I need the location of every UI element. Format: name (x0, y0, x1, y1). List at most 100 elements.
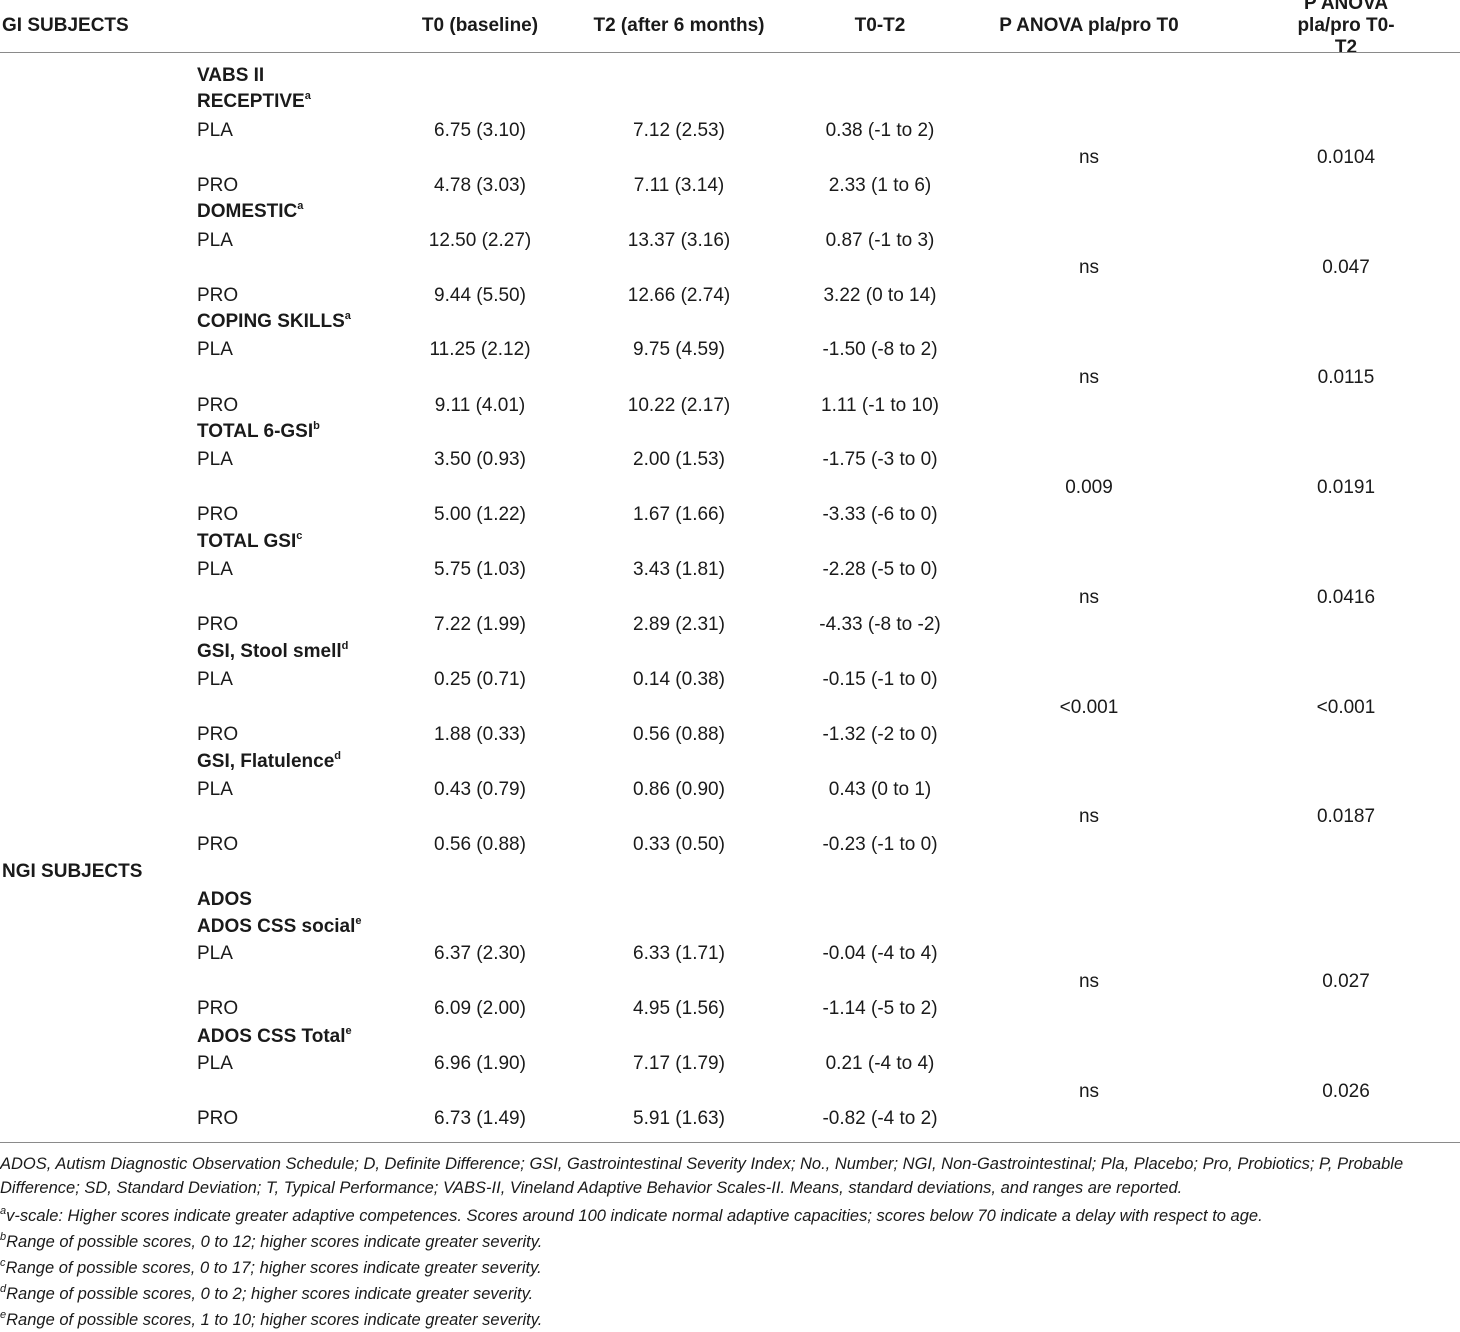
cell-diff: -1.50 (-8 to 2) (822, 339, 938, 360)
cell-p-t0: ns (1078, 806, 1100, 827)
cell-t2: 4.95 (1.56) (633, 998, 725, 1019)
header-t0-t2: T0-T2 (854, 15, 906, 36)
footnote-e: eRange of possible scores, 1 to 10; high… (0, 1308, 543, 1329)
cell-t0: 7.22 (1.99) (434, 614, 526, 635)
cell-t2: 13.37 (3.16) (627, 230, 731, 251)
row-arm: PLA (197, 449, 233, 470)
cell-p-diff: 0.0115 (1317, 367, 1375, 388)
cell-p-t0: ns (1078, 1081, 1100, 1102)
cell-p-diff: 0.026 (1322, 1081, 1370, 1102)
row-arm: PLA (197, 943, 233, 964)
cell-t2: 2.89 (2.31) (633, 614, 725, 635)
cell-t0: 6.96 (1.90) (434, 1053, 526, 1074)
row-arm: PLA (197, 779, 233, 800)
cell-t0: 5.75 (1.03) (434, 559, 526, 580)
cell-t0: 6.37 (2.30) (434, 943, 526, 964)
cell-t2: 9.75 (4.59) (633, 339, 725, 360)
header-t2: T2 (after 6 months) (593, 15, 765, 36)
cell-t2: 3.43 (1.81) (633, 559, 725, 580)
cell-t0: 12.50 (2.27) (428, 230, 532, 251)
cell-p-t0: ns (1078, 147, 1100, 168)
cell-t2: 7.11 (3.14) (633, 175, 725, 196)
cell-t2: 0.86 (0.90) (633, 779, 725, 800)
cell-p-diff: 0.0187 (1316, 806, 1376, 827)
section-label-coping-skills: COPING SKILLSa (197, 309, 351, 332)
header-p-t0-t2: P ANOVA pla/pro T0-T2 (1297, 0, 1395, 58)
cell-t0: 4.78 (3.03) (434, 175, 526, 196)
cell-diff: 1.11 (-1 to 10) (821, 395, 939, 416)
section-label-vabs: VABS II (197, 65, 265, 86)
cell-t0: 6.09 (2.00) (434, 998, 526, 1019)
row-arm: PLA (197, 669, 233, 690)
section-label-total-6-gsi: TOTAL 6-GSIb (197, 419, 320, 442)
row-arm: PRO (197, 395, 239, 416)
cell-p-diff: <0.001 (1316, 697, 1376, 718)
section-label-ados-social: ADOS CSS sociale (197, 914, 362, 937)
cell-diff: 0.87 (-1 to 3) (825, 230, 935, 251)
section-label-stool-smell: GSI, Stool smelld (197, 639, 349, 662)
row-arm: PLA (197, 120, 233, 141)
footnote-b: bRange of possible scores, 0 to 12; high… (0, 1230, 543, 1251)
cell-diff: -0.23 (-1 to 0) (822, 834, 938, 855)
cell-p-diff: 0.0416 (1316, 587, 1376, 608)
cell-t0: 1.88 (0.33) (434, 724, 526, 745)
cell-diff: -1.32 (-2 to 0) (822, 724, 938, 745)
cell-t2: 0.56 (0.88) (633, 724, 725, 745)
cell-p-t0: <0.001 (1059, 697, 1119, 718)
cell-t2: 1.67 (1.66) (633, 504, 725, 525)
section-label-ados-total: ADOS CSS Totale (197, 1024, 352, 1047)
cell-diff: -1.75 (-3 to 0) (822, 449, 938, 470)
row-arm: PRO (197, 504, 239, 525)
cell-p-diff: 0.0104 (1316, 147, 1376, 168)
cell-t0: 9.44 (5.50) (434, 285, 526, 306)
row-arm: PRO (197, 614, 239, 635)
header-rule (0, 52, 1460, 53)
cell-p-t0: ns (1078, 971, 1100, 992)
row-arm: PRO (197, 998, 239, 1019)
cell-t0: 9.11 (4.01) (434, 395, 526, 416)
cell-diff: -1.14 (-5 to 2) (822, 998, 938, 1019)
cell-diff: -0.82 (-4 to 2) (822, 1108, 938, 1129)
cell-diff: -4.33 (-8 to -2) (819, 614, 941, 635)
cell-t2: 0.14 (0.38) (633, 669, 725, 690)
cell-diff: 2.33 (1 to 6) (828, 175, 932, 196)
cell-diff: 0.21 (-4 to 4) (825, 1053, 935, 1074)
cell-diff: 0.38 (-1 to 2) (825, 120, 935, 141)
cell-p-t0: 0.009 (1065, 477, 1113, 498)
cell-p-t0: ns (1078, 587, 1100, 608)
section-label-total-gsi: TOTAL GSIc (197, 529, 303, 552)
cell-diff: 0.43 (0 to 1) (828, 779, 932, 800)
section-label-receptive: RECEPTIVEa (197, 89, 311, 112)
cell-diff: -3.33 (-6 to 0) (822, 504, 938, 525)
row-arm: PLA (197, 1053, 233, 1074)
cell-t2: 7.17 (1.79) (633, 1053, 725, 1074)
cell-t2: 10.22 (2.17) (627, 395, 731, 416)
cell-p-diff: 0.027 (1322, 971, 1370, 992)
cell-diff: -0.15 (-1 to 0) (822, 669, 938, 690)
cell-t0: 0.43 (0.79) (434, 779, 526, 800)
footnote-abbreviations: ADOS, Autism Diagnostic Observation Sche… (0, 1155, 1404, 1197)
section-label-flatulence: GSI, Flatulenced (197, 749, 341, 772)
section-label-ados: ADOS (197, 889, 252, 910)
footnote-d: dRange of possible scores, 0 to 2; highe… (0, 1282, 534, 1303)
section-label-domestic: DOMESTICa (197, 199, 304, 222)
cell-t0: 6.75 (3.10) (434, 120, 526, 141)
cell-t0: 5.00 (1.22) (434, 504, 526, 525)
cell-t2: 12.66 (2.74) (627, 285, 731, 306)
row-arm: PLA (197, 339, 233, 360)
row-arm: PRO (197, 1108, 239, 1129)
cell-t0: 11.25 (2.12) (429, 339, 531, 360)
row-arm: PLA (197, 230, 233, 251)
cell-t0: 0.25 (0.71) (434, 669, 526, 690)
header-group: GI SUBJECTS (2, 15, 129, 36)
cell-p-diff: 0.047 (1322, 257, 1370, 278)
row-arm: PRO (197, 834, 239, 855)
footnote-a: av-scale: Higher scores indicate greater… (0, 1204, 1263, 1225)
cell-t2: 0.33 (0.50) (633, 834, 725, 855)
cell-p-t0: ns (1078, 367, 1100, 388)
table-bottom-rule (0, 1142, 1460, 1143)
group-label-ngi: NGI SUBJECTS (2, 861, 143, 882)
cell-t0: 3.50 (0.93) (434, 449, 526, 470)
cell-p-t0: ns (1078, 257, 1100, 278)
cell-diff: -2.28 (-5 to 0) (822, 559, 938, 580)
